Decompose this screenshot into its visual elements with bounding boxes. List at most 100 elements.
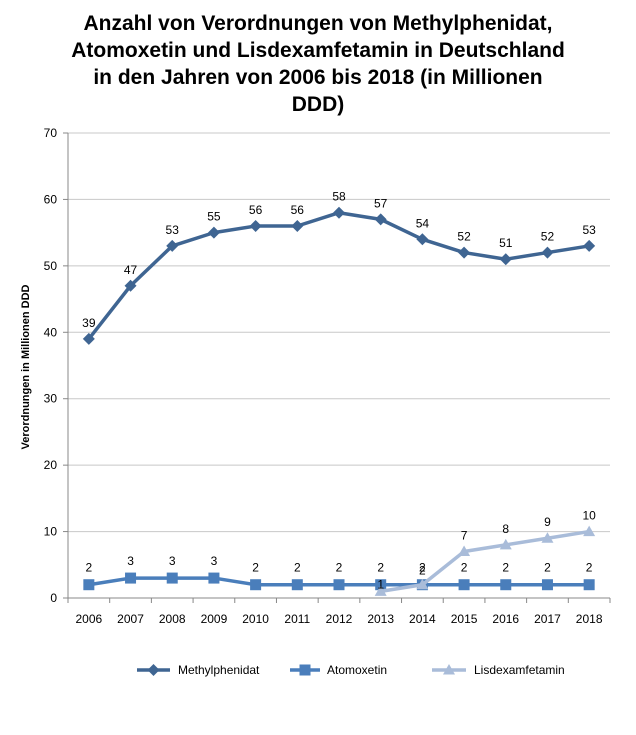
- grid-lines: [68, 132, 610, 533]
- data-label: 2: [336, 561, 343, 575]
- data-label: 56: [291, 203, 305, 217]
- chart-title-line-4: DDD): [291, 93, 345, 116]
- legend-label: Lisdexamfetamin: [474, 663, 565, 677]
- data-label: 1: [377, 577, 384, 591]
- chart-title-line-1: Anzahl von Verordnungen von Methylphenid…: [83, 12, 553, 35]
- data-label: 3: [127, 554, 134, 568]
- data-label: 55: [207, 210, 221, 224]
- data-label: 2: [294, 561, 301, 575]
- data-label: 52: [457, 230, 471, 244]
- diamond-point: [166, 239, 179, 252]
- y-tick-label: 40: [44, 325, 58, 339]
- square-point: [83, 579, 95, 591]
- legend-label: Atomoxetin: [327, 663, 387, 677]
- diamond-point: [583, 239, 596, 252]
- y-tick-label: 30: [44, 392, 58, 406]
- chart-title-line-2: Atomoxetin und Lisdexamfetamin in Deutsc…: [71, 39, 565, 62]
- square-point: [458, 579, 470, 591]
- data-label: 58: [332, 190, 346, 204]
- x-tick-label: 2010: [242, 612, 269, 626]
- diamond-point: [374, 213, 387, 226]
- chart-title: Anzahl von Verordnungen von Methylphenid…: [0, 10, 636, 118]
- square-point: [208, 572, 220, 584]
- diamond-point: [458, 246, 471, 259]
- y-tick-label: 50: [44, 259, 58, 273]
- diamond-point: [499, 253, 512, 266]
- x-tick-label: 2006: [75, 612, 102, 626]
- square-point: [125, 572, 137, 584]
- data-label: 53: [166, 223, 180, 237]
- data-label: 2: [377, 561, 384, 575]
- data-label: 53: [582, 223, 596, 237]
- data-labels: 39 47 53 55 56 56 58 57 54 52 51 52 53 2 3 3 3 2 2 2 2 2 2 2 2 2 1…: [82, 190, 596, 592]
- data-label: 2: [86, 561, 93, 575]
- square-point: [541, 579, 553, 591]
- y-tick-labels: 0 10 20 30 40 50 60 70: [44, 126, 58, 605]
- chart-title-line-3: in den Jahren von 2006 bis 2018 (in Mill…: [93, 66, 543, 89]
- data-label: 9: [544, 515, 551, 529]
- triangle-point: [458, 545, 471, 556]
- square-point: [500, 579, 512, 591]
- y-tick-label: 0: [50, 591, 57, 605]
- diamond-point: [333, 206, 345, 219]
- data-label: 8: [502, 522, 509, 536]
- x-tick-label: 2018: [576, 612, 603, 626]
- data-label: 7: [461, 529, 468, 543]
- triangle-point: [541, 532, 554, 543]
- legend-triangle-icon: [443, 664, 455, 675]
- diamond-point: [541, 246, 554, 259]
- data-label: 2: [544, 561, 551, 575]
- data-label: 47: [124, 263, 138, 277]
- data-label: 3: [211, 554, 218, 568]
- axes: [63, 132, 611, 603]
- data-label: 51: [499, 236, 513, 250]
- data-label: 10: [582, 509, 596, 523]
- data-label: 3: [169, 554, 176, 568]
- square-point: [375, 579, 387, 591]
- legend-label: Methylphenidat: [178, 663, 260, 677]
- legend-diamond-icon: [147, 664, 160, 676]
- x-tick-label: 2009: [201, 612, 228, 626]
- x-tick-label: 2011: [284, 612, 310, 626]
- x-tick-label: 2016: [492, 612, 519, 626]
- y-axis-label: Verordnungen in Millionen DDD: [20, 284, 32, 449]
- x-tick-label: 2017: [534, 612, 561, 626]
- series-line-methylphenidat: [87, 210, 590, 341]
- data-label: 2: [252, 561, 259, 575]
- data-label: 2: [586, 561, 593, 575]
- data-label: 56: [249, 203, 263, 217]
- data-label: 2: [419, 564, 426, 578]
- x-tick-label: 2013: [367, 612, 394, 626]
- diamond-point: [124, 279, 137, 292]
- square-point: [250, 579, 262, 591]
- diamond-point: [82, 332, 95, 345]
- x-tick-label: 2007: [117, 612, 144, 626]
- data-label: 54: [416, 216, 430, 230]
- legend: Methylphenidat Atomoxetin Lisdexamfetamin: [137, 663, 565, 677]
- diamond-point: [416, 233, 429, 246]
- y-tick-label: 70: [44, 126, 58, 140]
- x-tick-labels: 2006 2007 2008 2009 2010 2011 2012 2013 2014 2015…: [75, 612, 602, 626]
- triangle-point: [416, 578, 429, 590]
- square-point: [291, 579, 303, 591]
- square-point: [583, 579, 595, 591]
- y-tick-label: 10: [44, 525, 58, 539]
- series-line-lisdexamfetamin: [380, 529, 590, 594]
- data-label: 57: [374, 196, 388, 210]
- diamond-point: [207, 226, 220, 239]
- square-point: [333, 579, 345, 591]
- x-tick-label: 2012: [326, 612, 353, 626]
- legend-square-icon: [299, 664, 311, 676]
- triangle-point: [499, 538, 512, 550]
- data-label: 2: [419, 561, 426, 575]
- data-label: 2: [461, 561, 468, 575]
- diamond-point: [291, 220, 304, 232]
- triangle-point: [583, 525, 596, 537]
- data-label: 2: [502, 561, 509, 575]
- y-tick-label: 60: [44, 192, 58, 206]
- data-label: 39: [82, 316, 96, 330]
- square-point: [166, 572, 178, 584]
- x-tick-label: 2014: [409, 612, 436, 626]
- diamond-point: [249, 220, 262, 232]
